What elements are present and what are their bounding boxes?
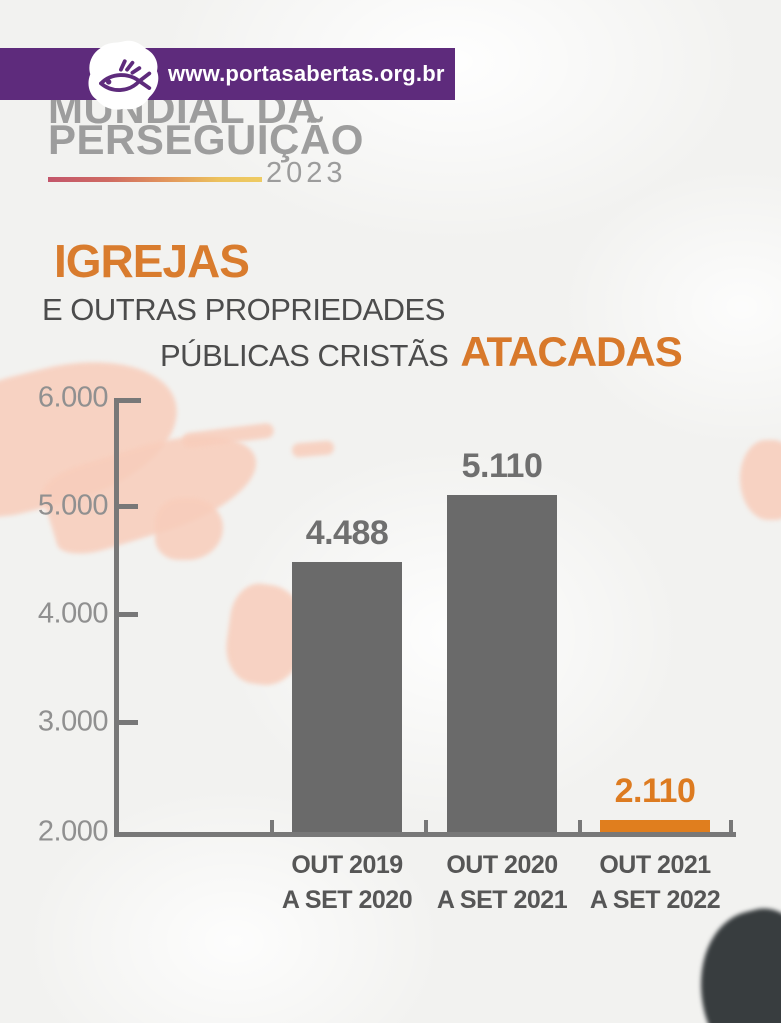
heading-line2: E OUTRAS PROPRIEDADES [42, 292, 445, 327]
y-axis-tick-label: 5.000 [37, 489, 109, 522]
category-line2: A SET 2021 [436, 886, 568, 914]
y-axis-tick-label: 2.000 [37, 815, 109, 848]
y-axis-tick-label: 6.000 [37, 381, 109, 414]
y-axis-tick [114, 398, 141, 403]
bar-value-label: 5.110 [461, 446, 543, 485]
banner-background [0, 48, 455, 100]
x-axis-tick [729, 820, 733, 833]
x-axis-tick [270, 820, 274, 833]
heading-atacadas: ATACADAS [460, 328, 682, 375]
map-shape-brazil-edge [740, 440, 781, 520]
x-axis-line [114, 832, 736, 837]
x-axis-category-label: OUT 2019 A SET 2020 [269, 848, 425, 918]
bar-group-2020-2021: 5.110 [447, 447, 557, 832]
y-axis-tick [119, 612, 138, 617]
bar-group-2021-2022: 2.110 [600, 772, 710, 832]
heading-igrejas: IGREJAS [54, 235, 250, 287]
bar-value-label: 2.110 [614, 772, 696, 811]
map-shape-hispaniola [291, 440, 335, 458]
y-axis-tick [119, 720, 138, 725]
category-line2: A SET 2020 [281, 886, 413, 914]
bar-group-2019-2020: 4.488 [292, 514, 402, 832]
heading-publicas-cristas: PÚBLICAS CRISTÃS [160, 338, 449, 373]
website-banner: www.portasabertas.org.br [0, 40, 455, 110]
logo-line-perseguicao: PERSEGUIÇÃO [48, 116, 364, 163]
category-line1: OUT 2019 [291, 851, 403, 879]
logo-year: 2023 [266, 157, 347, 189]
x-axis-tick [424, 820, 428, 833]
category-line2: A SET 2022 [589, 886, 721, 914]
heading-line3: PÚBLICAS CRISTÃS ATACADAS [160, 328, 683, 376]
fish-logo-icon [88, 40, 159, 110]
y-axis-line [114, 398, 119, 837]
category-line1: OUT 2020 [446, 851, 558, 879]
y-axis-tick [119, 504, 138, 509]
x-axis-tick [578, 820, 582, 833]
y-axis-tick-label: 4.000 [37, 597, 109, 630]
map-shape-nicaragua [155, 498, 223, 560]
x-axis-category-label: OUT 2020 A SET 2021 [424, 848, 580, 918]
category-line1: OUT 2021 [599, 851, 711, 879]
logo-gradient-line [48, 177, 262, 182]
bar-2020-2021 [447, 494, 557, 832]
x-axis-category-label: OUT 2021 A SET 2022 [577, 848, 733, 918]
bar-value-label: 4.488 [305, 514, 389, 553]
bar-2021-2022 [600, 820, 710, 832]
y-axis-tick-label: 3.000 [37, 705, 109, 738]
website-url: www.portasabertas.org.br [168, 61, 445, 86]
bar-2019-2020 [292, 562, 402, 832]
